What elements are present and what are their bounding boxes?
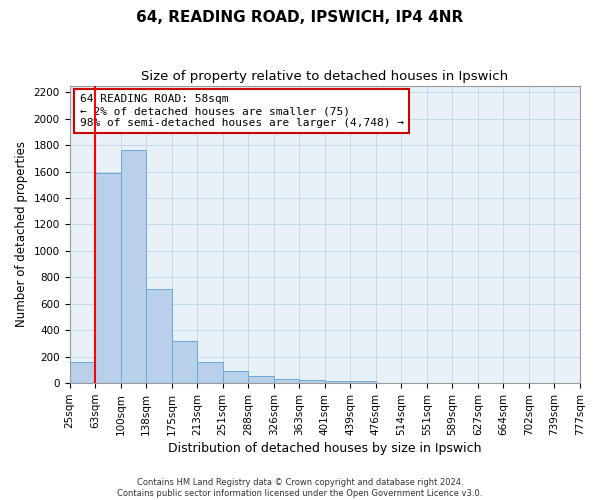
Bar (121, 150, 146, 383)
Bar (274, 378, 299, 383)
Bar (172, 341, 197, 383)
Bar (223, 372, 248, 383)
Bar (299, 380, 325, 383)
Bar (350, 380, 376, 383)
Title: Size of property relative to detached houses in Ipswich: Size of property relative to detached ho… (141, 70, 508, 83)
Text: 64, READING ROAD, IPSWICH, IP4 4NR: 64, READING ROAD, IPSWICH, IP4 4NR (136, 10, 464, 25)
Bar (95, 173, 121, 383)
Bar (146, 290, 172, 383)
Bar (325, 380, 350, 383)
Text: 64 READING ROAD: 58sqm
← 2% of detached houses are smaller (75)
98% of semi-deta: 64 READING ROAD: 58sqm ← 2% of detached … (80, 94, 404, 128)
X-axis label: Distribution of detached houses by size in Ipswich: Distribution of detached houses by size … (168, 442, 482, 455)
Text: Contains HM Land Registry data © Crown copyright and database right 2024.
Contai: Contains HM Land Registry data © Crown c… (118, 478, 482, 498)
Bar (197, 362, 223, 383)
Bar (248, 376, 274, 383)
Bar (70, 362, 95, 383)
Y-axis label: Number of detached properties: Number of detached properties (15, 142, 28, 328)
